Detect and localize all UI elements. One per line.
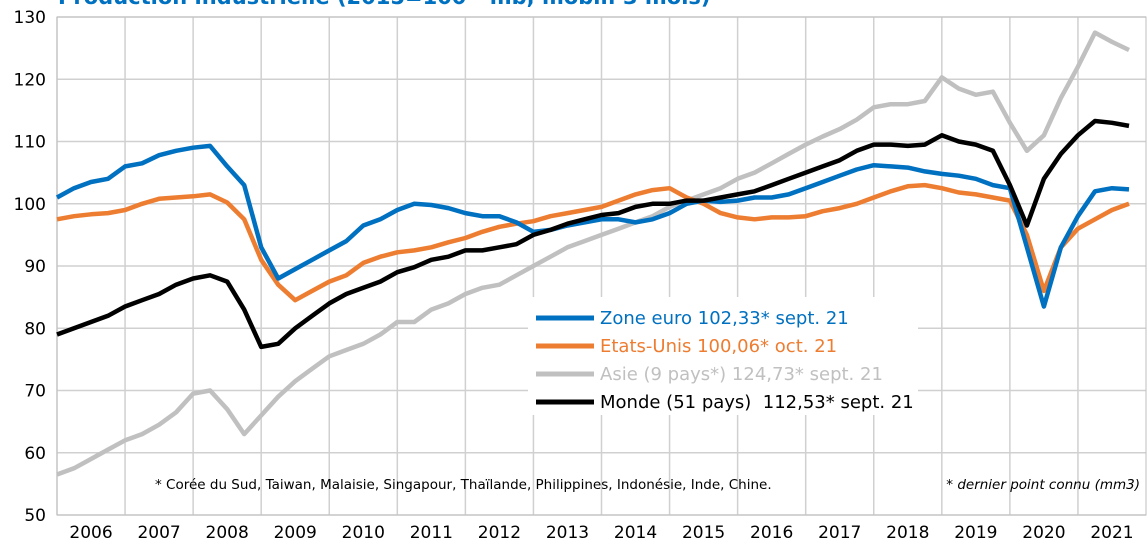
series-line xyxy=(56,30,1130,477)
x-tick-label: 2011 xyxy=(410,523,453,543)
x-tick-label: 2016 xyxy=(750,523,793,543)
x-tick-label: 2007 xyxy=(137,523,180,543)
series-line xyxy=(56,118,1130,350)
y-tick-label: 80 xyxy=(24,319,46,339)
y-tick-label: 90 xyxy=(24,257,46,277)
y-tick-label: 110 xyxy=(14,133,46,153)
y-tick-label: 130 xyxy=(14,8,46,28)
plot-frame xyxy=(56,16,1147,516)
footnote: * Corée du Sud, Taiwan, Malaisie, Singap… xyxy=(155,477,772,493)
x-tick-label: 2010 xyxy=(342,523,385,543)
x-tick-label: 2020 xyxy=(1022,523,1065,543)
series-line xyxy=(55,143,1130,309)
legend-label: Monde (51 pays) 112,53* sept. 21 xyxy=(600,392,914,413)
y-tick-label: 50 xyxy=(24,506,46,526)
x-tick-label: 2009 xyxy=(274,523,317,543)
y-tick-label: 120 xyxy=(14,70,46,90)
x-tick-label: 2018 xyxy=(886,523,929,543)
legend: Zone euro 102,33* sept. 21 Etats-Unis 100… xyxy=(528,297,918,415)
legend-label: Zone euro 102,33* sept. 21 xyxy=(600,308,849,329)
y-tick-label: 60 xyxy=(24,444,46,464)
x-tick-label: 2012 xyxy=(478,523,521,543)
x-tick-label: 2014 xyxy=(614,523,657,543)
chart-title: Production industrielle (2015=100 - mb, … xyxy=(58,0,711,9)
x-tick-label: 2008 xyxy=(206,523,249,543)
x-tick-label: 2006 xyxy=(69,523,112,543)
y-tick-label: 100 xyxy=(14,195,46,215)
x-tick-label: 2021 xyxy=(1090,523,1133,543)
footnote: * dernier point connu (mm3) xyxy=(946,477,1140,493)
x-tick-label: 2013 xyxy=(546,523,589,543)
x-tick-label: 2019 xyxy=(954,523,997,543)
legend-label: Asie (9 pays*) 124,73* sept. 21 xyxy=(600,364,883,385)
legend-label: Etats-Unis 100,06* oct. 21 xyxy=(600,336,837,357)
x-tick-label: 2017 xyxy=(818,523,861,543)
y-tick-label: 70 xyxy=(24,382,46,402)
series-line xyxy=(56,182,1130,303)
x-tick-label: 2015 xyxy=(682,523,725,543)
